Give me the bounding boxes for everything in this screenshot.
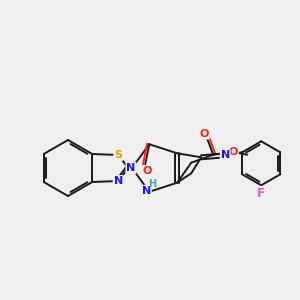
Text: O: O bbox=[142, 166, 152, 176]
Text: S: S bbox=[114, 150, 122, 160]
Text: N: N bbox=[114, 176, 123, 186]
Text: N: N bbox=[142, 186, 151, 196]
Text: N: N bbox=[220, 150, 230, 160]
Text: O: O bbox=[200, 129, 209, 139]
Text: O: O bbox=[229, 147, 238, 157]
Text: H: H bbox=[148, 179, 156, 189]
Text: N: N bbox=[126, 163, 136, 173]
Text: F: F bbox=[257, 187, 265, 200]
